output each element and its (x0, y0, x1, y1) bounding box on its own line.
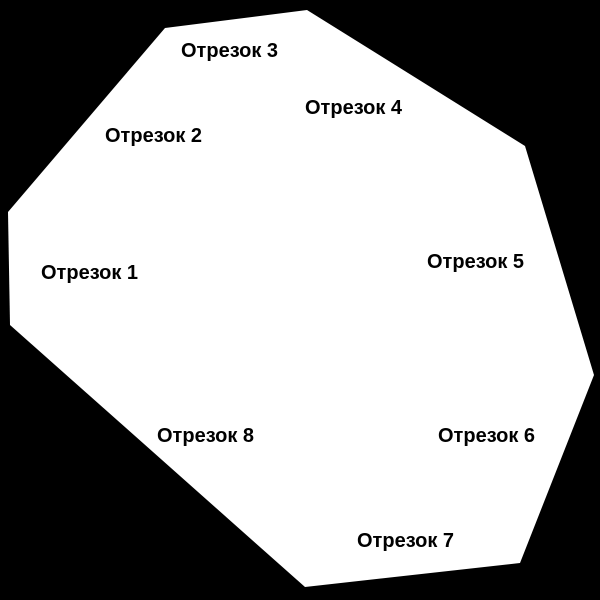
segment-label-5: Отрезок 5 (427, 251, 524, 273)
segment-label-8: Отрезок 8 (157, 425, 254, 447)
octagon-shape (8, 10, 594, 587)
segment-label-4: Отрезок 4 (305, 97, 403, 119)
segment-label-2: Отрезок 2 (105, 125, 202, 147)
segment-label-1: Отрезок 1 (41, 262, 138, 284)
segment-label-6: Отрезок 6 (438, 425, 535, 447)
segment-label-7: Отрезок 7 (357, 530, 454, 552)
segment-label-3: Отрезок 3 (181, 40, 278, 62)
